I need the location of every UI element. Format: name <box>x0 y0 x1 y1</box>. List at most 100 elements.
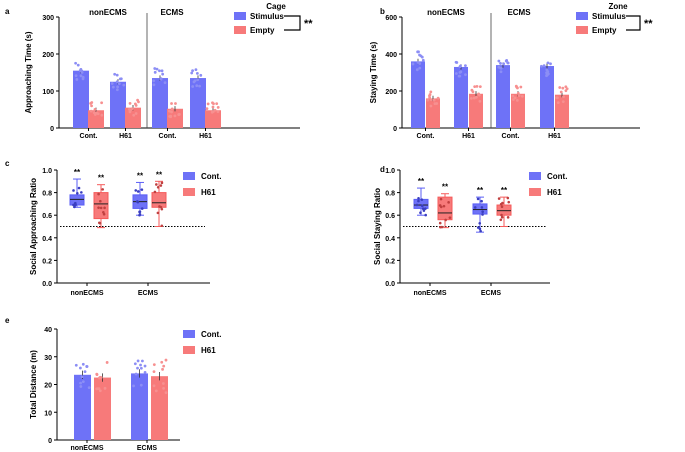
d-y-axis-label: Social Staying Ratio <box>373 188 382 265</box>
a-bar-empty <box>125 107 141 128</box>
d-data-point <box>506 216 510 219</box>
e-data-point <box>162 386 165 390</box>
b-data-point <box>436 96 440 100</box>
a-y-tick-label: 200 <box>42 52 54 59</box>
d-data-point <box>476 197 480 201</box>
c-data-point <box>156 185 160 189</box>
a-data-point <box>110 82 114 85</box>
a-data-point <box>159 77 163 81</box>
a-data-point <box>128 101 132 105</box>
c-y-axis-label: Social Approaching Ratio <box>29 178 38 275</box>
c-data-point <box>77 186 81 190</box>
b-group-label: nonECMS <box>427 8 465 17</box>
b-data-point <box>416 50 420 54</box>
b-data-point <box>549 62 552 66</box>
b-data-point <box>519 85 523 89</box>
e-data-point <box>154 389 158 393</box>
b-data-point <box>556 101 560 105</box>
a-data-point <box>173 114 177 118</box>
c-box-h61 <box>151 192 167 208</box>
b-data-point <box>416 61 420 64</box>
a-legend-label: Stimulus <box>250 12 284 21</box>
b-bar-stimulus <box>496 65 510 128</box>
d-data-point <box>439 205 443 209</box>
d-data-point <box>481 213 484 216</box>
d-y-tick-label: 0.0 <box>385 281 395 288</box>
a-x-tick-label: Cont. <box>80 133 98 140</box>
b-significance-label: ** <box>644 18 653 30</box>
c-panel-label: c <box>5 159 10 168</box>
d-box-h61 <box>437 196 453 221</box>
e-data-point <box>162 364 166 368</box>
a-data-point <box>206 102 210 106</box>
d-data-point <box>499 202 503 206</box>
b-data-point <box>432 98 436 102</box>
b-group-label: ECMS <box>507 8 531 17</box>
e-data-point <box>143 364 147 368</box>
d-significance-label: ** <box>442 183 449 192</box>
c-box-h61 <box>93 192 109 220</box>
c-data-point <box>159 184 163 187</box>
c-significance-label: ** <box>74 168 81 177</box>
a-data-point <box>100 101 104 105</box>
d-significance-label: ** <box>418 177 425 186</box>
e-bar-cont <box>74 374 91 440</box>
c-legend-swatch <box>183 172 195 180</box>
d-x-tick-label: nonECMS <box>413 290 446 297</box>
e-y-tick-label: 10 <box>44 410 52 417</box>
c-x-tick-label: ECMS <box>138 290 159 297</box>
d-data-point <box>481 210 484 214</box>
c-data-point <box>160 181 164 185</box>
b-data-point <box>502 62 506 66</box>
a-data-point <box>92 111 96 115</box>
d-significance-label: ** <box>501 186 508 195</box>
d-box-h61 <box>496 204 512 216</box>
c-y-tick-label: 0.2 <box>42 258 52 265</box>
d-box-cont <box>413 198 429 209</box>
a-data-point <box>81 75 85 79</box>
c-data-point <box>138 212 142 216</box>
e-x-tick-label: nonECMS <box>70 445 103 452</box>
d-data-point <box>415 203 419 207</box>
e-bar-cont <box>131 373 148 440</box>
d-data-point <box>497 197 501 200</box>
a-data-point <box>191 85 195 88</box>
b-data-point <box>561 100 565 104</box>
e-legend-swatch <box>183 346 195 354</box>
a-bar-stimulus <box>110 81 126 128</box>
a-data-point <box>170 107 174 111</box>
b-data-point <box>514 84 518 88</box>
e-data-point <box>139 363 142 367</box>
b-data-point <box>540 64 543 68</box>
a-data-point <box>122 83 126 87</box>
a-data-point <box>79 74 83 78</box>
b-data-point <box>546 61 550 65</box>
a-x-tick-label: H61 <box>119 133 132 140</box>
d-data-point <box>417 197 420 200</box>
a-data-point <box>191 69 194 73</box>
c-data-point <box>97 206 100 209</box>
a-y-axis-label: Approaching Time (s) <box>24 31 33 113</box>
a-data-point <box>174 102 177 105</box>
e-data-point <box>103 386 107 390</box>
c-data-point <box>72 189 75 192</box>
c-x-tick-label: nonECMS <box>70 290 103 297</box>
c-data-point <box>99 199 102 203</box>
a-data-point <box>161 72 165 76</box>
d-data-point <box>444 218 447 222</box>
b-data-point <box>542 64 546 67</box>
c-data-point <box>74 201 77 205</box>
d-data-point <box>424 213 427 217</box>
d-legend-swatch <box>529 172 541 180</box>
d-data-point <box>473 206 477 209</box>
b-data-point <box>473 85 477 89</box>
d-legend-label: H61 <box>547 188 562 197</box>
d-data-point <box>420 204 424 208</box>
a-data-point <box>137 100 140 104</box>
c-data-point <box>153 190 157 194</box>
a-data-point <box>192 80 196 84</box>
b-data-point <box>497 65 501 69</box>
d-data-point <box>442 204 446 208</box>
b-y-axis-label: Staying Time (s) <box>369 41 378 103</box>
